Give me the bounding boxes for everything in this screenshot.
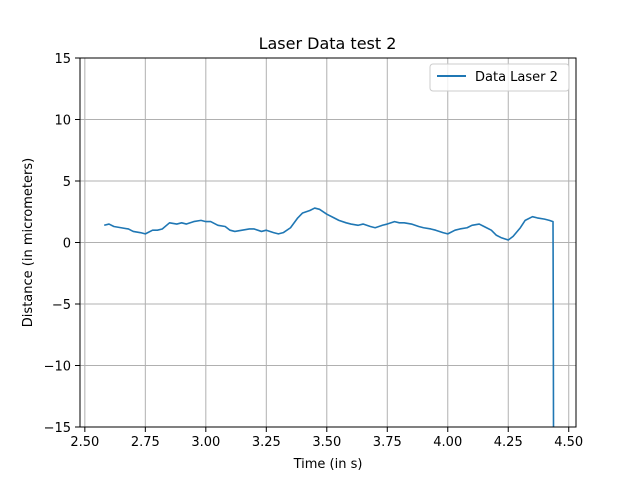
x-tick-label: 3.50 [312,435,341,450]
y-axis-label: Distance (in micrometers) [21,158,36,327]
y-tick-label: −15 [44,421,71,436]
x-tick-label: 2.50 [70,435,99,450]
y-tick-label: 0 [63,237,71,252]
x-axis-ticks: 2.50 2.75 3.00 3.25 3.50 3.75 4.00 4.25 4.50 [70,427,583,450]
legend: Data Laser 2 [429,63,570,92]
legend-label: Data Laser 2 [475,70,558,85]
y-tick-label: 15 [54,52,71,67]
y-tick-label: 5 [63,175,71,190]
y-tick-label: 10 [54,114,71,129]
x-tick-label: 4.00 [433,435,462,450]
x-tick-label: 2.75 [131,435,160,450]
legend-box [429,63,570,92]
gridlines [80,57,576,428]
x-tick-label: 3.75 [373,435,402,450]
x-tick-label: 4.25 [494,435,523,450]
y-tick-label: −10 [44,360,71,375]
x-tick-label: 4.50 [554,435,583,450]
y-tick-label: −5 [52,298,71,313]
y-axis-ticks: −15 −10 −5 0 5 10 15 [44,52,80,436]
series-layer [104,207,555,428]
x-tick-label: 3.25 [252,435,281,450]
x-axis-label: Time (in s) [293,457,363,472]
chart-title: Laser Data test 2 [259,34,397,53]
series-line-data-laser-2 [104,207,555,428]
x-tick-label: 3.00 [191,435,220,450]
